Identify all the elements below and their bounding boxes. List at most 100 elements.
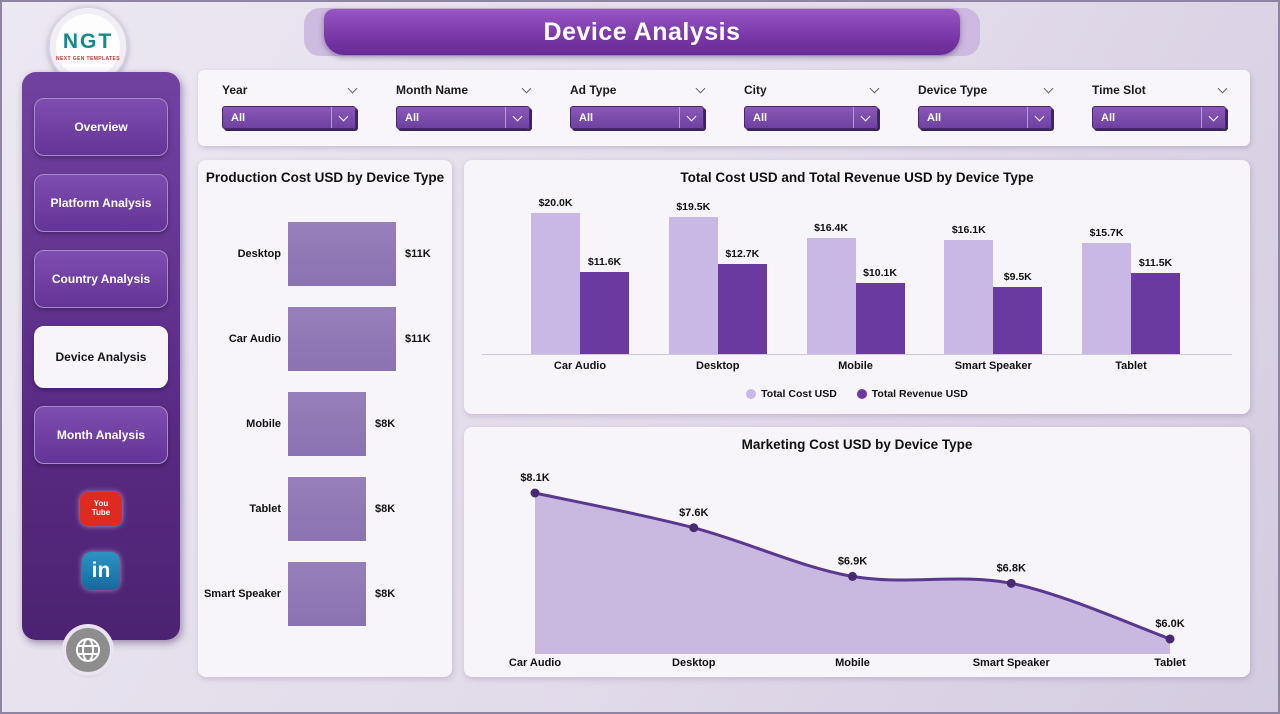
data-point[interactable]: [689, 523, 699, 533]
bar-value-label: $11K: [405, 247, 431, 260]
bar[interactable]: [288, 306, 396, 371]
dropdown-arrow[interactable]: [853, 107, 877, 128]
grouped-chart: $20.0K $11.6K Car Audio $19.5K $12.7K Desktop…: [464, 160, 1250, 414]
linkedin-icon[interactable]: in: [82, 552, 120, 590]
chevron-down-icon: [512, 111, 523, 121]
column[interactable]: [806, 238, 856, 354]
bar-category-label: Car Audio: [228, 332, 281, 345]
youtube-icon[interactable]: You Tube: [80, 492, 122, 526]
bar-row: Car Audio $11K: [198, 296, 452, 381]
chevron-down-icon: [1208, 111, 1219, 121]
bar[interactable]: [288, 561, 366, 626]
filter-dropdown[interactable]: All: [1092, 106, 1226, 129]
bar[interactable]: [288, 221, 396, 286]
column-group: $19.5K $12.7K: [668, 201, 767, 354]
column[interactable]: [855, 283, 905, 354]
column-value-label: $15.7K: [1089, 227, 1124, 239]
column[interactable]: [668, 217, 718, 354]
filter-dropdown[interactable]: All: [744, 106, 878, 129]
column-value-label: $20.0K: [538, 197, 573, 209]
bar-category-label: Desktop: [237, 247, 281, 260]
globe-icon[interactable]: [66, 628, 110, 672]
legend-dot: [746, 389, 757, 399]
filter-header: Device Type: [918, 83, 1054, 97]
sidebar-item-device-analysis[interactable]: Device Analysis: [34, 326, 168, 388]
chevron-down-icon: [860, 111, 871, 121]
bar-category-label: Smart Speaker: [203, 587, 281, 600]
point-value-label: $6.0K: [1155, 618, 1184, 630]
chevron-down-icon[interactable]: [347, 83, 358, 94]
point-value-label: $6.8K: [997, 562, 1026, 574]
filter-dropdown[interactable]: All: [570, 106, 704, 129]
column[interactable]: [944, 240, 994, 354]
chevron-down-icon[interactable]: [521, 83, 532, 94]
area-chart-svg: $8.1K Car Audio $7.6K Desktop $6.9K Mobile $6.…: [509, 472, 1186, 669]
dropdown-value: All: [579, 111, 594, 124]
data-point[interactable]: [848, 571, 857, 581]
column-wrap: $15.7K: [1082, 227, 1131, 354]
header-banner: Device Analysis: [324, 9, 960, 55]
dropdown-value: All: [753, 111, 768, 124]
filter-dropdown[interactable]: All: [918, 106, 1052, 129]
column-category-label: Mobile: [838, 360, 873, 372]
filter-label: Year: [222, 83, 248, 97]
dropdown-arrow[interactable]: [1201, 107, 1225, 128]
column[interactable]: [1082, 243, 1131, 354]
column-group: $16.1K $9.5K: [944, 224, 1043, 354]
production-chart: Desktop $11K Car Audio $11K Mobile $8K Tablet $…: [198, 185, 452, 636]
sidebar-item-overview[interactable]: Overview: [34, 98, 168, 156]
column-value-label: $19.5K: [676, 201, 711, 213]
column-value-label: $12.7K: [725, 248, 760, 260]
column-wrap: $16.4K: [806, 222, 856, 354]
bar-value-label: $8K: [375, 502, 396, 515]
sidebar: Overview Platform Analysis Country Analysi…: [22, 72, 180, 640]
column[interactable]: [993, 287, 1043, 354]
bar-value-label: $8K: [375, 587, 396, 600]
area-category-label: Tablet: [1154, 657, 1186, 669]
sidebar-item-month-analysis[interactable]: Month Analysis: [34, 406, 168, 464]
data-point[interactable]: [1165, 634, 1175, 644]
dropdown-arrow[interactable]: [331, 107, 355, 128]
filter-bar: Year All Month Name All Ad Type All City All Dev…: [198, 70, 1250, 146]
sidebar-item-platform-analysis[interactable]: Platform Analysis: [34, 174, 168, 232]
social-links: You Tube in: [34, 492, 168, 590]
legend-item[interactable]: Total Cost USD: [746, 388, 837, 400]
area-category-label: Mobile: [835, 657, 870, 669]
column[interactable]: [580, 272, 629, 354]
bar-category-label: Tablet: [249, 502, 281, 515]
sidebar-item-country-analysis[interactable]: Country Analysis: [34, 250, 168, 308]
linkedin-text: in: [91, 559, 111, 582]
dropdown-arrow[interactable]: [505, 107, 529, 128]
legend-item[interactable]: Total Revenue USD: [856, 388, 968, 400]
dropdown-arrow[interactable]: [679, 107, 703, 128]
data-point[interactable]: [1006, 578, 1016, 588]
chevron-down-icon[interactable]: [1043, 83, 1054, 94]
area-fill: [535, 493, 1170, 654]
filter-label: Device Type: [918, 83, 988, 97]
globe-glyph: [76, 638, 100, 662]
column-category-label: Tablet: [1115, 360, 1147, 372]
filter-time-slot: Time Slot All: [1092, 83, 1228, 146]
column-category-label: Desktop: [696, 360, 740, 372]
bar-value-label: $11K: [405, 332, 431, 345]
filter-year: Year All: [222, 83, 358, 146]
column-wrap: $19.5K: [668, 201, 718, 354]
filter-dropdown[interactable]: All: [222, 106, 356, 129]
bar[interactable]: [288, 476, 366, 541]
column[interactable]: [1131, 273, 1180, 354]
dropdown-arrow[interactable]: [1027, 107, 1051, 128]
column[interactable]: [717, 264, 767, 354]
column[interactable]: [531, 213, 580, 354]
filter-month-name: Month Name All: [396, 83, 532, 146]
chevron-down-icon[interactable]: [1217, 83, 1228, 94]
dropdown-value: All: [927, 111, 942, 124]
data-point[interactable]: [530, 488, 540, 498]
dropdown-value: All: [1101, 111, 1116, 124]
legend-label: Total Revenue USD: [871, 388, 968, 400]
chevron-down-icon[interactable]: [695, 83, 706, 94]
column-group: $20.0K $11.6K: [531, 197, 629, 354]
filter-dropdown[interactable]: All: [396, 106, 530, 129]
area-category-label: Smart Speaker: [973, 657, 1051, 669]
chevron-down-icon[interactable]: [869, 83, 880, 94]
bar[interactable]: [288, 391, 366, 456]
